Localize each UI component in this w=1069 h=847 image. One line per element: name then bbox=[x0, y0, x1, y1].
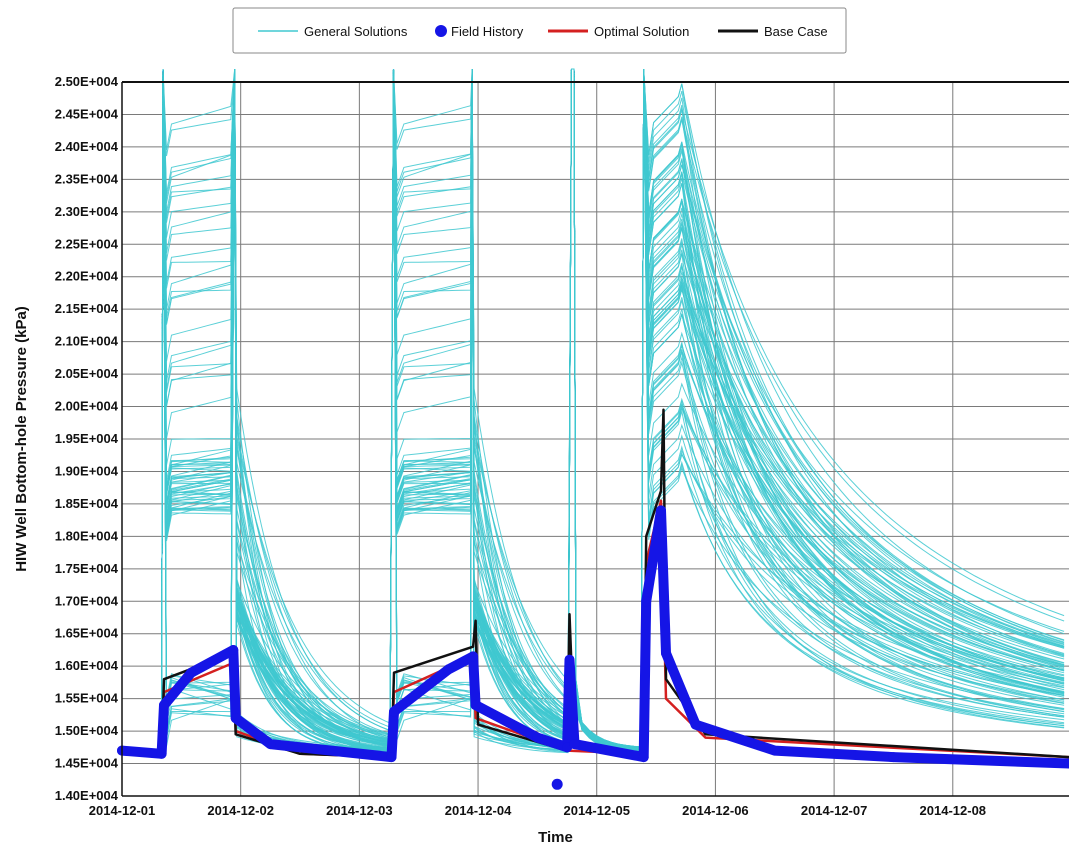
general-solution-line bbox=[121, 68, 1065, 754]
x-tick-label: 2014-12-08 bbox=[920, 803, 987, 818]
y-tick-label: 1.75E+004 bbox=[55, 561, 119, 576]
general-solution-line bbox=[121, 68, 1065, 753]
general-solution-line bbox=[121, 68, 1065, 754]
field-history-outlier-point bbox=[551, 778, 563, 790]
legend-label: General Solutions bbox=[304, 24, 408, 39]
general-solution-line bbox=[121, 68, 1065, 753]
x-tick-label: 2014-12-02 bbox=[207, 803, 274, 818]
x-tick-label: 2014-12-04 bbox=[445, 803, 512, 818]
general-solutions-series bbox=[121, 68, 1065, 755]
y-tick-label: 1.45E+004 bbox=[55, 756, 119, 771]
x-tick-label: 2014-12-03 bbox=[326, 803, 393, 818]
field-history-point bbox=[230, 713, 241, 724]
y-tick-label: 1.40E+004 bbox=[55, 788, 119, 803]
field-history-point bbox=[564, 654, 575, 665]
legend-item: Base Case bbox=[718, 24, 828, 39]
field-history-point bbox=[888, 752, 899, 763]
legend: General Solutions Field History Optimal So… bbox=[232, 7, 847, 54]
general-solution-line bbox=[121, 68, 1065, 753]
general-solution-line bbox=[121, 68, 1065, 753]
field-history-line bbox=[117, 505, 1069, 769]
field-history-point bbox=[769, 745, 780, 756]
general-solution-line bbox=[121, 68, 1065, 753]
general-solution-line bbox=[121, 68, 1065, 753]
x-tick-label: 2014-12-06 bbox=[682, 803, 749, 818]
field-history-point bbox=[228, 645, 239, 655]
general-solution-line bbox=[121, 68, 1065, 753]
general-solution-line bbox=[121, 68, 1065, 753]
field-history-point bbox=[156, 748, 167, 759]
field-history-point bbox=[386, 752, 397, 763]
y-tick-label: 1.55E+004 bbox=[55, 691, 119, 706]
field-history-point bbox=[690, 719, 701, 730]
field-history-point bbox=[638, 752, 649, 763]
field-history-point bbox=[661, 648, 671, 659]
legend-box bbox=[232, 7, 847, 54]
y-tick-label: 2.40E+004 bbox=[55, 139, 119, 154]
legend-label: Field History bbox=[451, 24, 524, 39]
general-solution-line bbox=[121, 68, 1065, 753]
y-tick-label: 1.80E+004 bbox=[55, 528, 119, 543]
y-axis-title: HIW Well Bottom-hole Pressure (kPa) bbox=[13, 306, 30, 572]
field-history-point bbox=[186, 667, 197, 678]
y-tick-label: 1.65E+004 bbox=[55, 626, 119, 641]
field-history-point bbox=[532, 732, 543, 743]
y-tick-label: 1.60E+004 bbox=[55, 658, 119, 673]
field-history-point bbox=[1064, 758, 1069, 769]
y-tick-label: 1.85E+004 bbox=[55, 496, 119, 511]
y-tick-label: 2.05E+004 bbox=[55, 366, 119, 381]
general-solution-line bbox=[121, 68, 1065, 754]
y-tick-label: 2.10E+004 bbox=[55, 334, 119, 349]
y-tick-label: 2.35E+004 bbox=[55, 171, 119, 186]
general-solution-line bbox=[121, 68, 1065, 753]
field-history-point bbox=[470, 700, 481, 711]
x-tick-label: 2014-12-07 bbox=[801, 803, 868, 818]
y-tick-label: 2.30E+004 bbox=[55, 204, 119, 219]
legend-item: General Solutions bbox=[258, 24, 408, 39]
y-tick-label: 1.50E+004 bbox=[55, 723, 119, 738]
field-history-point bbox=[389, 706, 399, 717]
legend-label: Optimal Solution bbox=[594, 24, 689, 39]
y-tick-label: 2.00E+004 bbox=[55, 399, 119, 414]
general-solution-line bbox=[121, 68, 1065, 753]
general-solution-line bbox=[121, 68, 1065, 753]
y-tick-label: 2.20E+004 bbox=[55, 269, 119, 284]
legend-marker-dot bbox=[435, 25, 447, 37]
optimal-solution-line bbox=[121, 499, 1069, 759]
general-solution-line bbox=[121, 68, 1065, 753]
legend-label: Base Case bbox=[764, 24, 828, 39]
field-history-point bbox=[468, 651, 479, 662]
general-solution-line bbox=[121, 68, 1065, 753]
field-history-point bbox=[443, 664, 454, 675]
field-history-point bbox=[569, 739, 580, 750]
x-tick-label: 2014-12-05 bbox=[563, 803, 630, 818]
y-tick-label: 2.50E+004 bbox=[55, 74, 119, 89]
field-history-point bbox=[265, 739, 276, 750]
general-solution-line bbox=[121, 68, 1065, 754]
y-tick-label: 1.95E+004 bbox=[55, 431, 119, 446]
y-tick-label: 1.90E+004 bbox=[55, 463, 119, 478]
axes: 1.40E+004 1.45E+004 1.50E+004 1.55E+004 1.60… bbox=[13, 74, 1069, 846]
field-history-series bbox=[117, 505, 1069, 790]
x-tick-label: 2014-12-01 bbox=[89, 803, 156, 818]
general-solution-line bbox=[121, 68, 1065, 753]
general-solution-line bbox=[121, 68, 1065, 753]
y-tick-label: 2.15E+004 bbox=[55, 301, 119, 316]
field-history-point bbox=[159, 700, 169, 711]
x-axis-title: Time bbox=[538, 829, 573, 846]
y-tick-label: 2.45E+004 bbox=[55, 106, 119, 121]
y-tick-label: 2.25E+004 bbox=[55, 236, 119, 251]
field-history-point bbox=[656, 505, 666, 516]
legend-item: Optimal Solution bbox=[548, 24, 689, 39]
legend-item: Field History bbox=[435, 24, 524, 39]
y-tick-label: 1.70E+004 bbox=[55, 593, 119, 608]
general-solution-line bbox=[121, 68, 1065, 753]
field-history-point bbox=[641, 596, 652, 607]
